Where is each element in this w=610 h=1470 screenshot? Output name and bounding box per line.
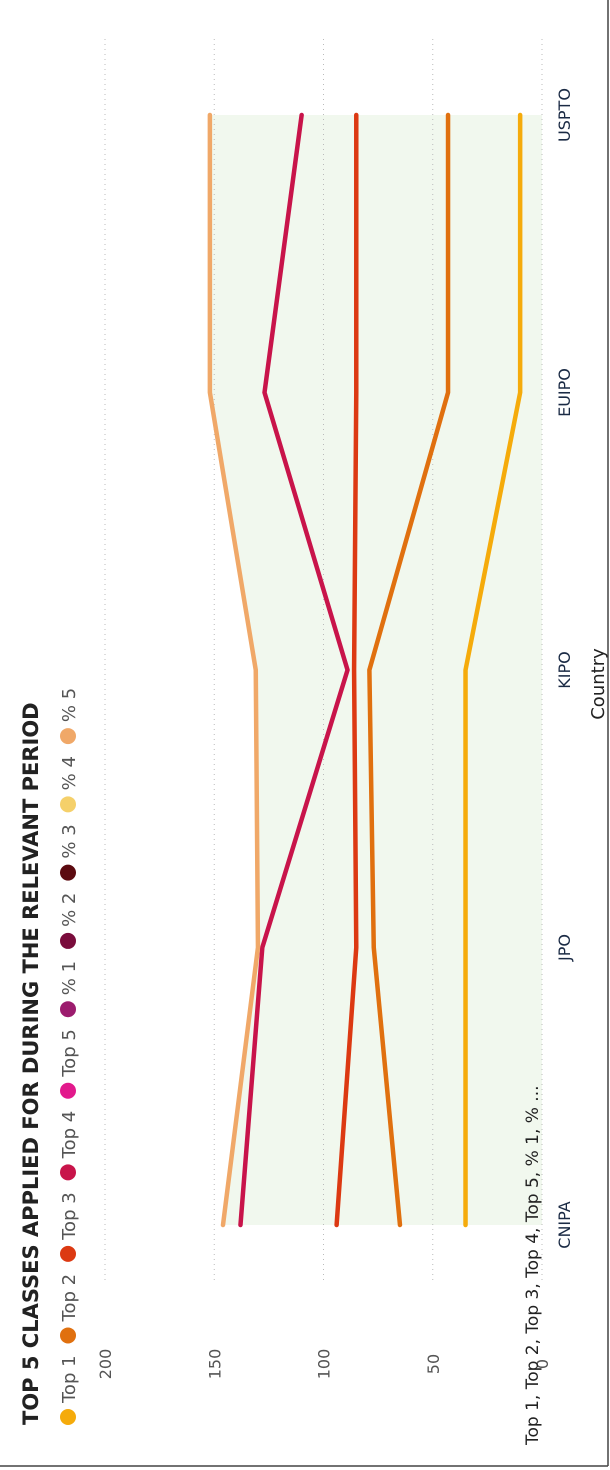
legend-marker [60,1083,76,1099]
legend-item-1: % 1 [59,961,80,1017]
legend-label: Top 3 [59,1192,80,1241]
legend-marker [60,1327,76,1343]
x-tick-label-cnipa: CNIPA [555,1201,574,1248]
chart-title: TOP 5 CLASSES APPLIED FOR DURING THE REL… [19,702,43,1425]
y-axis-label: Top 1, Top 2, Top 3, Top 4, Top 5, % 1, … [523,1085,543,1446]
legend-item-5: % 5 [59,688,80,744]
x-tick-label-uspto: USPTO [555,88,574,142]
legend-item-top-1: Top 1 [59,1355,80,1425]
band-area [210,115,542,1225]
legend-marker [60,1246,76,1262]
legend-marker [60,728,76,744]
legend-label: Top 1 [59,1355,80,1404]
legend-item-top-4: Top 4 [59,1111,80,1181]
y-tick-label-100: 100 [315,1349,334,1380]
x-tick-label-euipo: EUIPO [555,368,574,417]
legend-label: Top 4 [59,1111,80,1160]
legend-label: Top 5 [59,1029,80,1078]
legend-item-2: % 2 [59,893,80,949]
legend-marker [60,796,76,812]
legend-marker [60,1164,76,1180]
y-tick-label-50: 50 [424,1354,443,1374]
legend-label: % 2 [59,893,80,927]
legend-label: Top 2 [59,1274,80,1323]
legend-marker [60,1409,76,1425]
legend-label: % 3 [59,824,80,858]
x-tick-label-jpo: JPO [555,934,574,962]
legend: Top 1 Top 2 Top 3 Top 4 Top 5 % 1 % 2 % 3 % 4 % 5 [59,688,80,1425]
legend-marker [60,1001,76,1017]
legend-marker [60,865,76,881]
legend-item-3: % 3 [59,824,80,880]
x-tick-label-kipo: KIPO [555,651,574,688]
legend-label: % 1 [59,961,80,995]
legend-marker [60,933,76,949]
legend-label: % 4 [59,756,80,790]
legend-item-top-3: Top 3 [59,1192,80,1262]
x-axis-label: Country [588,648,609,720]
legend-item-top-2: Top 2 [59,1274,80,1344]
y-tick-label-150: 150 [205,1349,224,1380]
y-tick-label-200: 200 [96,1349,115,1380]
legend-item-4: % 4 [59,756,80,812]
legend-item-top-5: Top 5 [59,1029,80,1099]
legend-label: % 5 [59,688,80,722]
